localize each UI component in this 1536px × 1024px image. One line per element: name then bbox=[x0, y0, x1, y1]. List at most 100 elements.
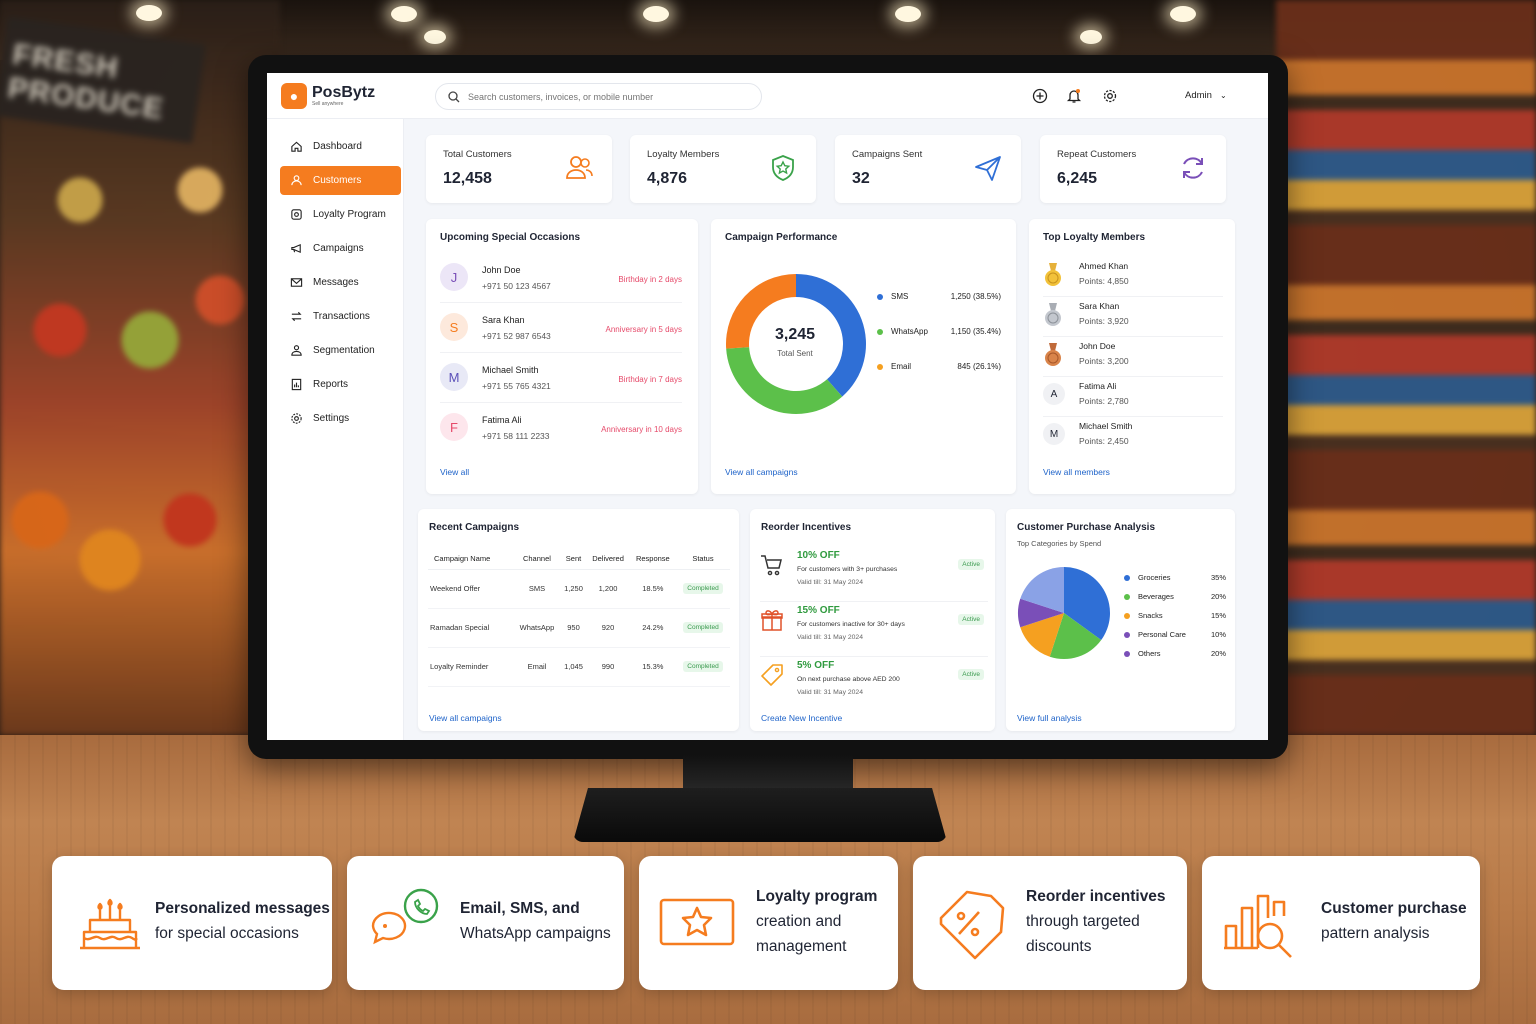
occasion-item[interactable]: S Sara Khan +971 52 987 6543 Anniversary… bbox=[440, 303, 682, 353]
occasion-item[interactable]: J John Doe +971 50 123 4567 Birthday in … bbox=[440, 253, 682, 303]
table-row[interactable]: Loyalty Reminder Email 1,045 990 15.3% C… bbox=[428, 647, 730, 687]
sidebar-item-campaigns[interactable]: Campaigns bbox=[280, 234, 401, 263]
search-icon bbox=[448, 90, 460, 102]
sidebar-item-transactions[interactable]: Transactions bbox=[280, 302, 401, 331]
incentive-desc: For customers with 3+ purchases bbox=[797, 566, 898, 573]
view-full-analysis-link[interactable]: View full analysis bbox=[1017, 713, 1082, 723]
occasion-event: Anniversary in 10 days bbox=[601, 425, 682, 434]
shield-star-icon bbox=[772, 155, 794, 181]
users-icon bbox=[566, 156, 593, 179]
sidebar-item-messages[interactable]: Messages bbox=[280, 268, 401, 297]
stat-card-total-customers[interactable]: Total Customers 12,458 bbox=[426, 135, 612, 203]
occasion-event: Anniversary in 5 days bbox=[605, 325, 682, 334]
column-header: Channel bbox=[513, 549, 561, 570]
gift-icon bbox=[761, 610, 783, 631]
cell-channel: SMS bbox=[513, 569, 561, 609]
occasion-name: Fatima Ali bbox=[482, 415, 522, 425]
legend-value: 10% bbox=[1210, 630, 1226, 639]
feature-line: Personalized messages bbox=[155, 900, 330, 917]
produce-shelf: FRESH PRODUCE bbox=[0, 0, 280, 735]
legend-label: SMS bbox=[891, 292, 909, 301]
gold-medal-icon bbox=[1045, 263, 1061, 286]
incentive-item[interactable]: 15% OFF For customers inactive for 30+ d… bbox=[760, 602, 988, 657]
grocery-shelf bbox=[1276, 0, 1536, 735]
brand-tagline: Sell anywhere bbox=[312, 101, 344, 107]
sidebar-item-label: Dashboard bbox=[313, 141, 362, 152]
table-row[interactable]: Weekend Offer SMS 1,250 1,200 18.5% Comp… bbox=[428, 569, 730, 609]
view-all-occasions-link[interactable]: View all bbox=[440, 467, 470, 477]
card-title: Upcoming Special Occasions bbox=[440, 232, 581, 243]
sidebar-item-dashboard[interactable]: Dashboard bbox=[280, 132, 401, 161]
legend-item-sms: SMS 1,250 (38.5%) bbox=[877, 292, 1001, 301]
pie-slice-personal-care bbox=[1018, 598, 1064, 628]
status-badge: Active bbox=[958, 559, 984, 570]
user-name: Admin bbox=[1185, 90, 1212, 101]
search-input[interactable] bbox=[468, 91, 748, 102]
feature-text: Loyalty program creation and management bbox=[756, 884, 877, 959]
logo-mark-icon: ● bbox=[281, 83, 307, 109]
status-badge: Active bbox=[958, 614, 984, 625]
member-item[interactable]: Sara Khan Points: 3,920 bbox=[1043, 297, 1223, 337]
feature-text: Reorder incentives through targeted discou… bbox=[1026, 884, 1166, 959]
incentive-item[interactable]: 10% OFF For customers with 3+ purchases … bbox=[760, 547, 988, 602]
brand-logo[interactable]: ● PosBytz Sell anywhere bbox=[281, 83, 375, 109]
legend-swatch bbox=[877, 293, 883, 300]
member-item[interactable]: M Michael Smith Points: 2,450 bbox=[1043, 417, 1223, 457]
add-icon[interactable] bbox=[1031, 87, 1049, 105]
column-header: Delivered bbox=[586, 549, 630, 570]
sidebar-item-settings[interactable]: Settings bbox=[280, 404, 401, 433]
feature-line: Email, SMS, and bbox=[460, 900, 580, 917]
column-header: Status bbox=[675, 549, 730, 570]
search-box[interactable] bbox=[435, 83, 762, 110]
occasion-item[interactable]: F Fatima Ali +971 58 111 2233 Anniversar… bbox=[440, 403, 682, 453]
occasion-event: Birthday in 2 days bbox=[618, 275, 682, 284]
view-all-campaigns-link[interactable]: View all campaigns bbox=[725, 467, 798, 477]
status-badge: Completed bbox=[683, 661, 723, 672]
stat-card-loyalty-members[interactable]: Loyalty Members 4,876 bbox=[630, 135, 816, 203]
member-name: Fatima Ali bbox=[1079, 381, 1117, 391]
feature-line: Customer purchase bbox=[1321, 900, 1467, 917]
member-points: Points: 3,920 bbox=[1079, 316, 1129, 326]
legend-label: Others bbox=[1138, 649, 1161, 658]
avatar: S bbox=[440, 313, 468, 341]
sidebar-item-reports[interactable]: Reports bbox=[280, 370, 401, 399]
cell-response: 15.3% bbox=[629, 647, 676, 687]
incentive-item[interactable]: 5% OFF On next purchase above AED 200 Va… bbox=[760, 657, 988, 712]
legend-swatch bbox=[1124, 593, 1130, 600]
cell-delivered: 990 bbox=[586, 647, 630, 687]
user-menu[interactable]: Admin ⌄ bbox=[1185, 90, 1227, 101]
feature-text: Email, SMS, and WhatsApp campaigns bbox=[460, 896, 611, 946]
sidebar-item-loyalty-program[interactable]: Loyalty Program bbox=[280, 200, 401, 229]
cell-sent: 950 bbox=[560, 608, 587, 648]
table-row[interactable]: Ramadan Special WhatsApp 950 920 24.2% C… bbox=[428, 608, 730, 648]
column-header: Campaign Name bbox=[428, 549, 514, 570]
stat-card-repeat-customers[interactable]: Repeat Customers 6,245 bbox=[1040, 135, 1226, 203]
sidebar-item-customers[interactable]: Customers bbox=[280, 166, 401, 195]
member-item[interactable]: John Doe Points: 3,200 bbox=[1043, 337, 1223, 377]
occasion-item[interactable]: M Michael Smith +971 55 765 4321 Birthda… bbox=[440, 353, 682, 403]
bell-icon[interactable] bbox=[1065, 87, 1083, 105]
cell-channel: WhatsApp bbox=[513, 608, 561, 648]
cell-status: Completed bbox=[675, 647, 730, 687]
member-item[interactable]: A Fatima Ali Points: 2,780 bbox=[1043, 377, 1223, 417]
create-incentive-link[interactable]: Create New Incentive bbox=[761, 713, 843, 723]
legend-label: Snacks bbox=[1138, 611, 1163, 620]
legend-value: 15% bbox=[1210, 611, 1226, 620]
legend-item-email: Email 845 (26.1%) bbox=[877, 362, 1001, 371]
member-item[interactable]: Ahmed Khan Points: 4,850 bbox=[1043, 257, 1223, 297]
incentive-offer: 10% OFF bbox=[797, 550, 840, 561]
view-all-members-link[interactable]: View all members bbox=[1043, 467, 1110, 477]
legend-item-personal-care: Personal Care 10% bbox=[1124, 630, 1226, 639]
stat-card-campaigns-sent[interactable]: Campaigns Sent 32 bbox=[835, 135, 1021, 203]
feature-line: through targeted bbox=[1026, 913, 1140, 930]
card-title: Reorder Incentives bbox=[761, 522, 852, 533]
gear-icon[interactable] bbox=[1101, 87, 1119, 105]
users-icon bbox=[291, 175, 302, 186]
occasion-name: Michael Smith bbox=[482, 365, 539, 375]
member-points: Points: 4,850 bbox=[1079, 276, 1129, 286]
sidebar-item-segmentation[interactable]: Segmentation bbox=[280, 336, 401, 365]
view-all-campaigns-link[interactable]: View all campaigns bbox=[429, 713, 502, 723]
avatar: J bbox=[440, 263, 468, 291]
card-title: Recent Campaigns bbox=[429, 522, 520, 533]
campaign-donut-chart bbox=[726, 274, 866, 414]
